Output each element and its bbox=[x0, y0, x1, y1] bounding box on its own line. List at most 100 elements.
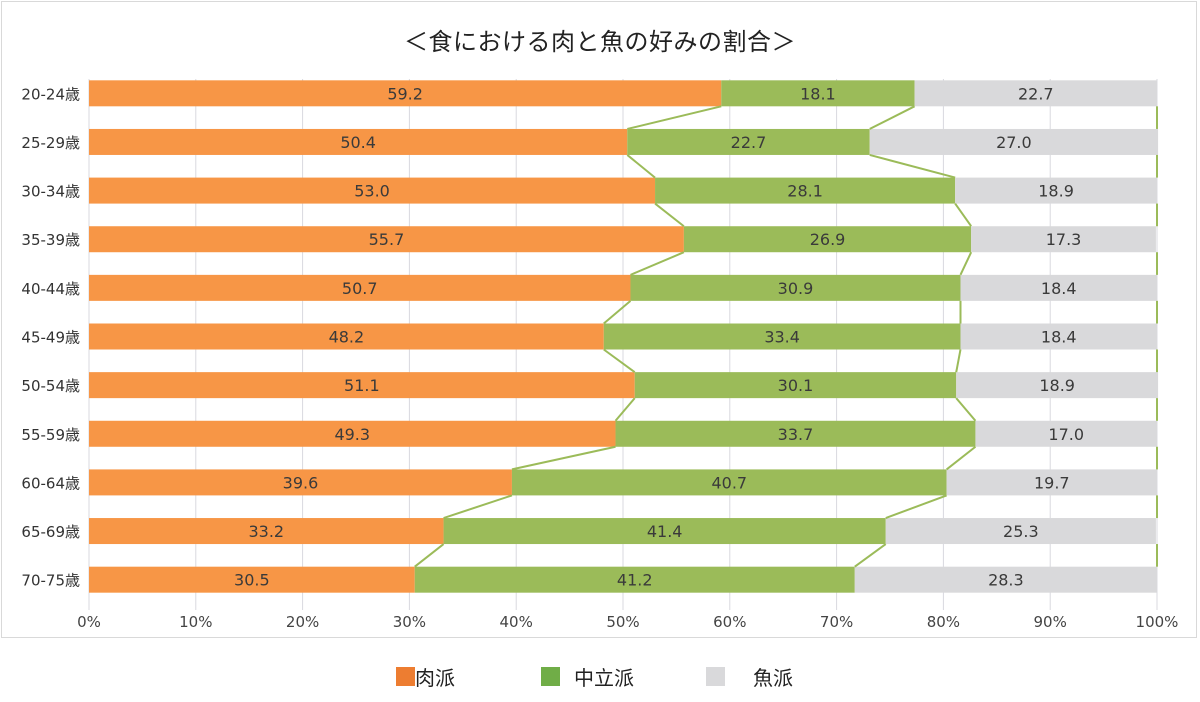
x-tick-label: 40% bbox=[500, 613, 533, 631]
y-tick-label: 40-44歳 bbox=[21, 280, 80, 298]
series-line bbox=[959, 251, 973, 276]
x-tick-label: 20% bbox=[286, 613, 319, 631]
data-label: 18.4 bbox=[1041, 328, 1077, 347]
bar-fish bbox=[885, 518, 1156, 545]
bar-neutral bbox=[655, 177, 956, 204]
y-tick-label: 20-24歳 bbox=[21, 85, 80, 103]
bar-meat bbox=[89, 469, 512, 496]
series-line bbox=[869, 153, 956, 179]
legend-item: 魚派 bbox=[706, 662, 793, 691]
bar-meat bbox=[89, 80, 722, 107]
series-line bbox=[603, 300, 632, 325]
y-tick-label: 25-29歳 bbox=[21, 134, 80, 152]
bar-meat bbox=[89, 128, 628, 155]
x-tick-label: 100% bbox=[1136, 613, 1179, 631]
data-label: 18.9 bbox=[1039, 376, 1075, 395]
series-line bbox=[627, 105, 722, 130]
data-label: 49.3 bbox=[334, 425, 370, 444]
legend: 肉派 中立派 魚派 bbox=[0, 662, 1200, 692]
bar-meat bbox=[89, 566, 415, 593]
y-tick-label: 65-69歳 bbox=[21, 523, 80, 541]
data-label: 33.2 bbox=[248, 522, 284, 541]
data-label: 30.1 bbox=[778, 376, 814, 395]
data-label: 50.4 bbox=[340, 133, 376, 152]
legend-swatch bbox=[706, 667, 725, 686]
data-label: 41.4 bbox=[647, 522, 683, 541]
bar-meat bbox=[89, 274, 631, 301]
data-label: 41.2 bbox=[617, 571, 653, 590]
data-label: 18.9 bbox=[1038, 182, 1074, 201]
data-label: 19.7 bbox=[1034, 473, 1070, 492]
x-tick-label: 50% bbox=[606, 613, 639, 631]
bar-fish bbox=[946, 469, 1157, 496]
series-line bbox=[511, 445, 616, 471]
bar-meat bbox=[89, 323, 604, 350]
data-label: 30.5 bbox=[234, 571, 270, 590]
y-tick-label: 50-54歳 bbox=[21, 377, 80, 395]
y-tick-label: 35-39歳 bbox=[21, 231, 80, 249]
x-tick-label: 10% bbox=[179, 613, 212, 631]
series-line bbox=[885, 494, 947, 519]
y-tick-label: 45-49歳 bbox=[21, 329, 80, 347]
data-label: 40.7 bbox=[711, 473, 747, 492]
series-line bbox=[869, 105, 916, 130]
data-label: 51.1 bbox=[344, 376, 380, 395]
y-tick-label: 70-75歳 bbox=[21, 572, 80, 590]
data-label: 17.0 bbox=[1048, 425, 1084, 444]
bar-fish bbox=[955, 177, 1157, 204]
series-line bbox=[945, 445, 977, 471]
data-label: 59.2 bbox=[387, 84, 423, 103]
bar-fish bbox=[971, 226, 1156, 253]
data-label: 22.7 bbox=[1018, 84, 1054, 103]
chart-frame bbox=[1, 1, 1197, 638]
data-label: 28.3 bbox=[988, 571, 1024, 590]
bar-meat bbox=[89, 177, 656, 204]
bar-neutral bbox=[627, 128, 870, 155]
bar-fish bbox=[869, 128, 1159, 155]
series-line bbox=[414, 543, 445, 568]
bar-neutral bbox=[683, 226, 972, 253]
x-tick-label: 60% bbox=[713, 613, 746, 631]
series-line bbox=[614, 397, 636, 422]
series-line bbox=[626, 154, 656, 179]
x-tick-label: 70% bbox=[820, 613, 853, 631]
data-label: 53.0 bbox=[354, 182, 390, 201]
bar-fish bbox=[960, 323, 1157, 350]
data-label: 22.7 bbox=[731, 133, 767, 152]
bar-fish bbox=[956, 372, 1159, 399]
bar-meat bbox=[89, 226, 684, 253]
data-label: 26.9 bbox=[810, 230, 846, 249]
x-tick-label: 0% bbox=[77, 613, 101, 631]
bar-fish bbox=[975, 420, 1157, 447]
x-tick-label: 90% bbox=[1034, 613, 1067, 631]
bar-neutral bbox=[615, 420, 976, 447]
data-label: 30.9 bbox=[778, 279, 814, 298]
legend-item: 肉派 bbox=[396, 662, 455, 691]
data-label: 39.6 bbox=[283, 473, 319, 492]
data-label: 50.7 bbox=[342, 279, 378, 298]
y-tick-label: 30-34歳 bbox=[21, 183, 80, 201]
data-label: 28.1 bbox=[787, 182, 823, 201]
data-label: 18.4 bbox=[1041, 279, 1077, 298]
chart-title: ＜食における肉と魚の好みの割合＞ bbox=[404, 28, 796, 56]
data-label: 33.7 bbox=[778, 425, 814, 444]
x-tick-label: 80% bbox=[927, 613, 960, 631]
bar-neutral bbox=[414, 566, 855, 593]
data-label: 33.4 bbox=[764, 328, 800, 347]
series-line bbox=[443, 494, 513, 519]
series-line bbox=[630, 251, 685, 276]
bar-meat bbox=[89, 420, 616, 447]
data-label: 18.1 bbox=[800, 84, 836, 103]
bar-neutral bbox=[630, 274, 961, 301]
series-line bbox=[854, 543, 887, 568]
bar-neutral bbox=[634, 372, 957, 399]
data-label: 27.0 bbox=[996, 133, 1032, 152]
series-line bbox=[955, 349, 962, 373]
data-label: 25.3 bbox=[1003, 522, 1039, 541]
legend-label: 魚派 bbox=[753, 666, 793, 690]
series-line bbox=[603, 348, 636, 373]
bar-neutral bbox=[721, 80, 915, 107]
data-label: 48.2 bbox=[329, 328, 365, 347]
legend-item: 中立派 bbox=[541, 662, 634, 691]
